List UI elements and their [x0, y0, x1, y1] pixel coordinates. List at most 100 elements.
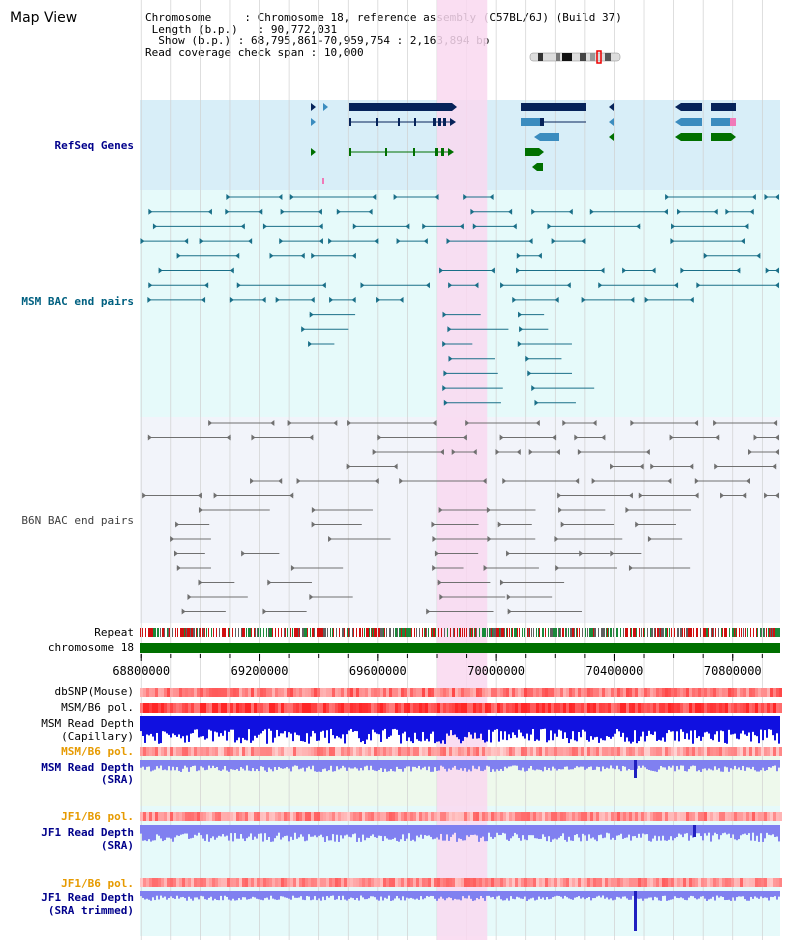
repeat-element[interactable]	[336, 628, 337, 637]
depth-bar[interactable]	[552, 716, 554, 741]
heat-cell[interactable]	[494, 747, 497, 756]
heat-cell[interactable]	[497, 878, 500, 887]
bac-end-marker[interactable]	[470, 208, 475, 215]
heat-cell[interactable]	[452, 688, 455, 697]
heat-cell[interactable]	[536, 688, 539, 697]
depth-bar[interactable]	[544, 760, 546, 767]
depth-bar[interactable]	[440, 891, 442, 897]
heat-cell[interactable]	[749, 703, 752, 713]
repeat-element[interactable]	[229, 628, 230, 637]
repeat-element[interactable]	[741, 628, 742, 637]
depth-bar[interactable]	[374, 760, 376, 771]
depth-bar[interactable]	[206, 760, 208, 770]
heat-cell[interactable]	[593, 812, 596, 821]
depth-bar[interactable]	[288, 891, 290, 899]
depth-bar[interactable]	[314, 760, 316, 772]
depth-bar[interactable]	[188, 825, 190, 839]
heat-cell[interactable]	[263, 703, 266, 713]
depth-bar[interactable]	[156, 760, 158, 767]
bac-end-marker[interactable]	[289, 194, 294, 200]
heat-cell[interactable]	[422, 688, 425, 697]
heat-cell[interactable]	[305, 703, 308, 713]
depth-bar[interactable]	[518, 825, 520, 838]
heat-cell[interactable]	[326, 747, 329, 756]
heat-cell[interactable]	[416, 747, 419, 756]
repeat-element[interactable]	[275, 628, 276, 637]
heat-cell[interactable]	[671, 688, 674, 697]
depth-bar[interactable]	[708, 760, 710, 769]
bac-end-marker[interactable]	[309, 594, 314, 600]
depth-bar[interactable]	[562, 825, 564, 834]
heat-cell[interactable]	[641, 747, 644, 756]
depth-bar[interactable]	[760, 760, 762, 771]
repeat-element[interactable]	[587, 628, 588, 637]
depth-bar[interactable]	[148, 891, 150, 900]
heat-cell[interactable]	[392, 878, 395, 887]
heat-cell[interactable]	[311, 688, 314, 697]
depth-bar[interactable]	[210, 825, 212, 839]
heat-cell[interactable]	[326, 878, 329, 887]
repeat-element[interactable]	[466, 628, 467, 637]
heat-cell[interactable]	[443, 812, 446, 821]
repeat-element[interactable]	[548, 628, 549, 637]
heat-cell[interactable]	[146, 703, 149, 713]
depth-bar[interactable]	[530, 825, 532, 836]
bac-end-marker[interactable]	[311, 507, 316, 513]
heat-cell[interactable]	[350, 703, 353, 713]
depth-bar[interactable]	[738, 825, 740, 840]
depth-bar[interactable]	[298, 760, 300, 770]
depth-bar[interactable]	[262, 716, 264, 731]
depth-bar[interactable]	[722, 825, 724, 834]
depth-bar[interactable]	[612, 760, 614, 769]
repeat-element[interactable]	[246, 628, 247, 637]
depth-bar[interactable]	[560, 891, 562, 897]
heat-cell[interactable]	[353, 812, 356, 821]
bac-end-marker[interactable]	[258, 208, 263, 215]
depth-bar[interactable]	[534, 825, 536, 839]
depth-bar[interactable]	[756, 716, 758, 737]
repeat-element[interactable]	[235, 628, 236, 637]
heat-cell[interactable]	[323, 703, 326, 713]
depth-bar[interactable]	[484, 891, 486, 901]
heat-cell[interactable]	[422, 747, 425, 756]
depth-bar[interactable]	[588, 716, 590, 742]
heat-cell[interactable]	[497, 812, 500, 821]
depth-bar[interactable]	[610, 760, 612, 766]
heat-cell[interactable]	[632, 812, 635, 821]
repeat-element[interactable]	[611, 628, 612, 637]
heat-cell[interactable]	[260, 747, 263, 756]
depth-bar[interactable]	[252, 760, 254, 769]
heat-cell[interactable]	[476, 747, 479, 756]
depth-bar[interactable]	[746, 825, 748, 835]
bac-end-marker[interactable]	[270, 420, 275, 426]
depth-bar[interactable]	[778, 891, 780, 897]
depth-bar[interactable]	[192, 891, 194, 901]
heat-cell[interactable]	[185, 878, 188, 887]
heat-cell[interactable]	[200, 688, 203, 697]
heat-cell[interactable]	[605, 688, 608, 697]
depth-bar[interactable]	[492, 891, 494, 897]
heat-cell[interactable]	[230, 703, 233, 713]
repeat-element[interactable]	[582, 628, 583, 637]
repeat-element[interactable]	[641, 628, 642, 637]
heat-cell[interactable]	[680, 812, 683, 821]
depth-bar[interactable]	[688, 760, 690, 770]
heat-cell[interactable]	[203, 878, 206, 887]
depth-bar[interactable]	[462, 716, 464, 741]
heat-cell[interactable]	[686, 688, 689, 697]
heat-cell[interactable]	[656, 688, 659, 697]
depth-bar[interactable]	[402, 825, 404, 835]
depth-bar[interactable]	[614, 891, 616, 900]
heat-cell[interactable]	[761, 812, 764, 821]
depth-bar[interactable]	[496, 891, 498, 897]
depth-bar[interactable]	[414, 891, 416, 900]
heat-cell[interactable]	[167, 878, 170, 887]
repeat-element[interactable]	[703, 628, 706, 637]
depth-bar[interactable]	[198, 716, 200, 738]
heat-cell[interactable]	[590, 812, 593, 821]
bac-end-marker[interactable]	[374, 478, 379, 484]
bac-end-marker[interactable]	[751, 194, 756, 200]
depth-bar[interactable]	[702, 891, 704, 897]
heat-cell[interactable]	[272, 703, 275, 713]
repeat-element[interactable]	[186, 628, 187, 637]
